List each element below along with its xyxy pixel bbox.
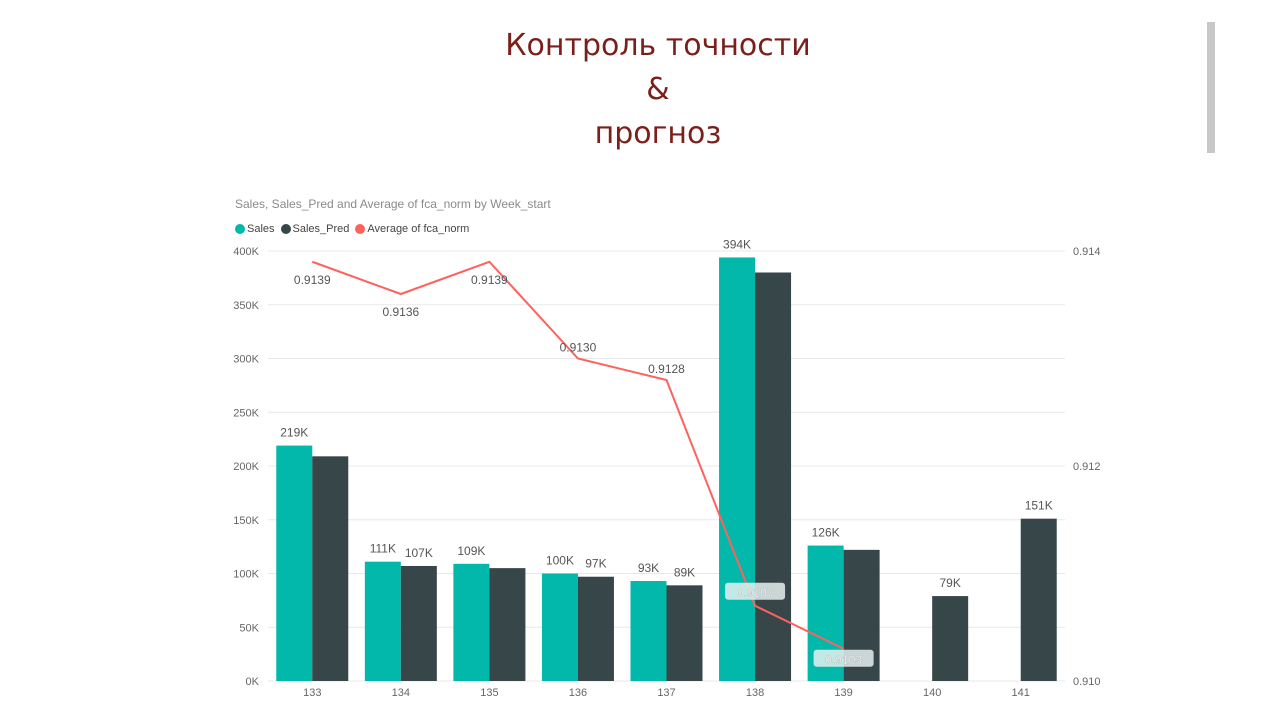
bar-sales-pred — [489, 568, 526, 681]
legend-label-fca: Average of fca_norm — [367, 223, 470, 235]
slide-title: Контроль точности & прогноз — [458, 24, 858, 156]
bar-sales — [453, 563, 490, 681]
y-right-tick-label: 0.910 — [1073, 676, 1101, 688]
chart-title: Sales, Sales_Pred and Average of fca_nor… — [235, 197, 551, 211]
y-left-tick-label: 400K — [233, 246, 259, 258]
bar-sales-pred-label: 89K — [674, 565, 695, 579]
line-fca-label: 0.9139 — [471, 273, 508, 287]
scrollbar-thumb[interactable] — [1207, 22, 1215, 153]
bar-sales-label: 394K — [723, 237, 751, 251]
y-left-tick-label: 0K — [246, 676, 260, 688]
legend-item-sales[interactable]: Sales — [235, 223, 275, 235]
x-tick-label: 133 — [303, 687, 321, 699]
y-left-tick-label: 150K — [233, 515, 259, 527]
y-left-tick-label: 300K — [233, 354, 259, 366]
line-fca-label: 0.9136 — [382, 305, 419, 319]
x-tick-label: 134 — [392, 687, 410, 699]
bar-sales — [630, 581, 667, 681]
x-tick-label: 140 — [923, 687, 941, 699]
bar-sales-pred — [312, 456, 349, 681]
legend-dot-sales — [235, 224, 245, 234]
line-fca-label: 0.9128 — [648, 362, 685, 376]
bar-sales-label: 126K — [812, 526, 840, 540]
bar-sales-pred — [932, 596, 969, 681]
bar-sales — [719, 257, 756, 681]
bar-sales-label: 219K — [280, 426, 308, 440]
y-left-tick-label: 250K — [233, 407, 259, 419]
bar-sales — [276, 445, 313, 681]
line-label-box — [813, 649, 874, 667]
legend-item-sales-pred[interactable]: Sales_Pred — [280, 223, 350, 235]
x-tick-label: 139 — [834, 687, 852, 699]
bar-sales — [541, 573, 578, 681]
bar-sales-pred-label: 97K — [585, 557, 606, 571]
bar-sales — [364, 561, 401, 681]
chart-legend: Sales Sales_Pred Average of fca_norm — [235, 223, 469, 235]
line-fca-label: 0.9130 — [560, 341, 597, 355]
bar-sales-pred — [577, 576, 614, 681]
x-tick-label: 136 — [569, 687, 587, 699]
y-right-tick-label: 0.912 — [1073, 461, 1101, 473]
bar-sales-label: 111K — [370, 542, 396, 556]
bar-sales-label: 93K — [638, 561, 659, 575]
bar-sales-pred-label: 107K — [405, 546, 433, 560]
y-right-tick-label: 0.914 — [1073, 246, 1101, 258]
bar-sales-pred — [1020, 518, 1057, 681]
line-fca-label: 0.9139 — [294, 273, 331, 287]
legend-item-fca[interactable]: Average of fca_norm — [355, 223, 469, 235]
bar-sales-pred — [666, 585, 703, 681]
y-left-tick-label: 100K — [233, 569, 259, 581]
y-left-tick-label: 350K — [233, 300, 259, 312]
bar-sales-pred-label: 79K — [939, 576, 960, 590]
bar-sales-label: 109K — [457, 544, 485, 558]
legend-dot-fca — [355, 224, 366, 234]
x-tick-label: 138 — [746, 687, 764, 699]
line-fca-label: 0.9107 — [737, 586, 774, 600]
line-label-box — [725, 582, 786, 600]
x-tick-label: 137 — [657, 687, 675, 699]
slide-title-line-1: Контроль точности — [505, 28, 811, 63]
legend-label-sales-pred: Sales_Pred — [292, 223, 350, 235]
bar-sales-label: 100K — [546, 554, 574, 568]
legend-dot-sales-pred — [280, 224, 291, 234]
bar-sales-pred-label: 151K — [1025, 499, 1053, 513]
x-tick-label: 135 — [480, 687, 498, 699]
line-fca-label: 0.9103 — [825, 653, 862, 667]
x-tick-label: 141 — [1012, 687, 1030, 699]
slide-title-line-2: & — [646, 72, 670, 107]
y-left-tick-label: 50K — [239, 622, 259, 634]
bar-sales-pred — [755, 272, 792, 681]
legend-label-sales: Sales — [247, 223, 275, 235]
line-fca-norm — [311, 260, 845, 650]
y-left-tick-label: 200K — [233, 461, 259, 473]
slide-title-line-3: прогноз — [594, 116, 722, 151]
bar-sales-pred — [400, 565, 437, 681]
